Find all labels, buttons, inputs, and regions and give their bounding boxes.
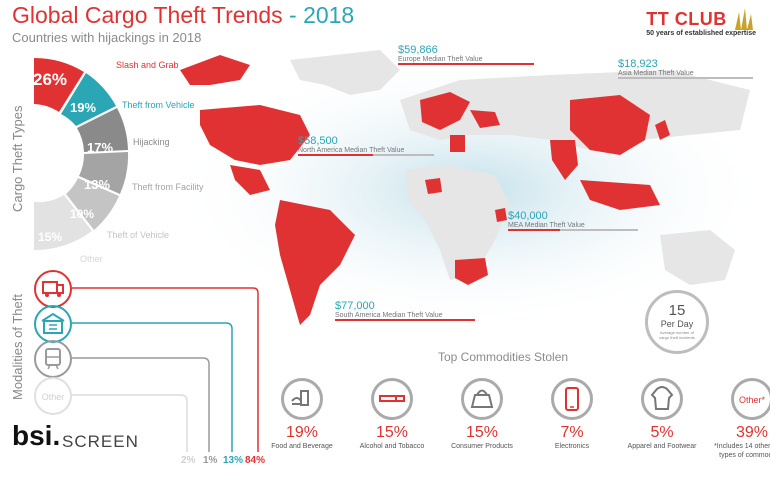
train-icon: [34, 340, 72, 378]
central-america-shape: [230, 165, 270, 195]
handbag-icon: [461, 378, 503, 420]
south-africa-shape: [455, 258, 488, 285]
stat-north-america: $58,500 North America Median Theft Value: [298, 135, 434, 156]
pct-slash-and-grab: 26%: [33, 70, 68, 89]
label-slash-and-grab: Slash and Grab: [116, 60, 179, 70]
page-title: Global Cargo Theft Trends - 2018: [12, 2, 355, 28]
brand-tagline: 50 years of established expertise: [646, 30, 756, 37]
modality-warehouse-pct: 13%: [223, 455, 244, 466]
pct-hijacking: 17%: [87, 140, 114, 155]
tt-club-logo: TT CLUB 50 years of established expertis…: [646, 8, 756, 37]
commodity-food: 19% Food and Beverage: [257, 378, 347, 460]
india-shape: [550, 140, 578, 180]
cigarette-icon: [371, 378, 413, 420]
donut-theft-from-vehicle: [61, 73, 116, 126]
europe-shape: [420, 92, 470, 130]
per-day-number: 15: [668, 302, 686, 319]
phone-icon: [551, 378, 593, 420]
page-subtitle: Countries with hijackings in 2018: [12, 30, 202, 45]
north-america-shape: [200, 105, 310, 165]
donut-theft-from-facility: [79, 152, 129, 194]
modality-road-pct: 84%: [245, 455, 266, 466]
pct-other: 15%: [38, 230, 63, 244]
food-icon: [281, 378, 323, 420]
stat-europe: $59,866 Europe Median Theft Value: [398, 44, 534, 65]
stat-south-america: $77,000 South America Median Theft Value: [335, 300, 475, 321]
south-america-shape: [275, 200, 355, 325]
label-theft-from-facility: Theft from Facility: [132, 182, 204, 192]
alaska-shape: [180, 55, 250, 85]
title-year: 2018: [303, 2, 355, 28]
warehouse-icon: [34, 305, 72, 343]
per-day-label: Per Day: [660, 319, 694, 329]
other-modality-icon: Other: [34, 377, 72, 415]
commodities-row: 19% Food and Beverage 15% Alcohol and To…: [257, 378, 770, 460]
kenya-shape: [495, 208, 507, 222]
commodity-apparel: 5% Apparel and Footwear: [617, 378, 707, 460]
commodity-other: Other* 39% *Includes 14 other major type…: [707, 378, 770, 460]
japan-shape: [655, 120, 670, 140]
indonesia-shape: [580, 180, 660, 210]
donut-theft-of-vehicle: [66, 178, 119, 230]
brand-name: TT CLUB: [646, 8, 727, 29]
pct-theft-of-vehicle: 10%: [70, 207, 95, 221]
pct-theft-from-facility: 13%: [84, 177, 111, 192]
commodity-electronics: 7% Electronics: [527, 378, 617, 460]
egypt-shape: [450, 135, 465, 152]
truck-icon: [34, 270, 72, 308]
modality-rail-pct: 1%: [203, 455, 218, 466]
africa-shape: [405, 165, 510, 280]
stat-mea: $40,000 MEA Median Theft Value: [508, 210, 638, 231]
hoodie-icon: [641, 378, 683, 420]
middle-east-shape: [470, 110, 500, 128]
commodity-consumer: 15% Consumer Products: [437, 378, 527, 460]
stat-asia: $18,923 Asia Median Theft Value: [618, 58, 753, 79]
donut-hijacking: [77, 108, 128, 152]
modality-other-pct: 2%: [181, 455, 196, 466]
nigeria-shape: [425, 178, 442, 194]
per-day-sub: Average number of cargo theft incidents: [659, 330, 695, 340]
bsi-logo: bsi.: [12, 420, 61, 451]
donut-slash-and-grab: [34, 57, 84, 112]
world-map: [170, 50, 760, 330]
pct-theft-from-vehicle: 19%: [70, 100, 97, 115]
australia-shape: [660, 230, 735, 285]
china-shape: [570, 95, 650, 155]
per-day-badge: 15 Per Day Average number of cargo theft…: [645, 290, 709, 354]
other-icon: Other*: [731, 378, 770, 420]
label-hijacking: Hijacking: [133, 137, 170, 147]
greenland-shape: [290, 50, 400, 95]
label-theft-of-vehicle: Theft of Vehicle: [107, 230, 170, 240]
label-theft-from-vehicle: Theft from Vehicle: [122, 100, 195, 110]
theft-types-donut: [34, 57, 129, 251]
commodity-alcohol-tobacco: 15% Alcohol and Tobacco: [347, 378, 437, 460]
donut-other: [34, 195, 92, 251]
screen-logo: SCREEN: [62, 432, 139, 451]
brand-mark-icon: [734, 8, 753, 30]
label-other: Other: [80, 254, 103, 264]
commodities-title: Top Commodities Stolen: [438, 350, 569, 364]
